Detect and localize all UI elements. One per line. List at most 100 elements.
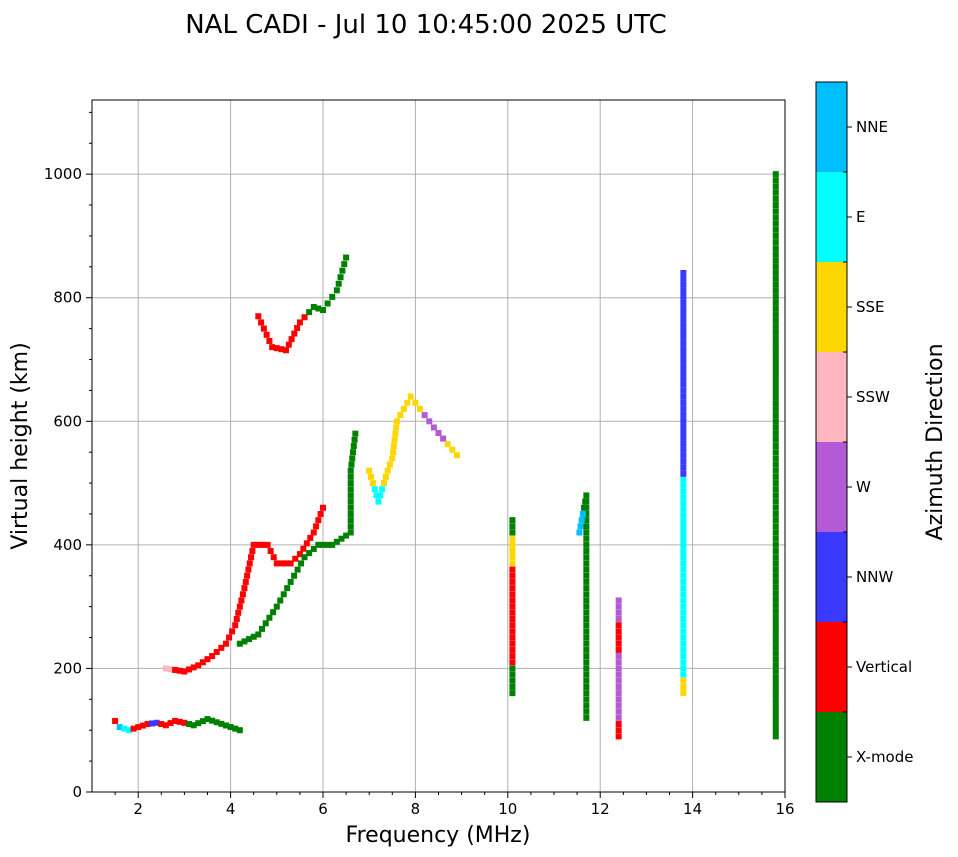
echo-point [772,535,779,542]
echo-point [509,659,516,666]
echo-point [343,254,350,261]
echo-point [421,412,428,419]
echo-point [153,719,160,726]
echo-point [680,500,687,507]
echo-point [772,541,779,548]
echo-point [680,609,687,616]
echo-point [680,351,687,358]
echo-point [204,716,211,723]
echo-point [680,628,687,635]
echo-point [278,346,285,353]
colorbar-segment [816,262,847,352]
echo-point [306,550,313,557]
echo-point [347,529,354,536]
echo-point [579,510,586,517]
echo-point [615,634,622,641]
echo-point [384,467,391,474]
echo-point [772,492,779,499]
echo-point [680,646,687,653]
echo-point [680,659,687,666]
echo-point [680,512,687,519]
echo-point [300,545,307,552]
echo-point [199,659,206,666]
echo-point [583,702,590,709]
echo-point [190,664,197,671]
echo-point [772,698,779,705]
echo-point [680,423,687,430]
echo-point [772,650,779,657]
echo-point [680,293,687,300]
echo-point [392,430,399,437]
echo-point [509,677,516,684]
echo-point [449,446,456,453]
echo-point [284,585,291,592]
y-axis-label: Virtual height (km) [8,342,33,549]
echo-point [509,578,516,585]
echo-point [772,510,779,517]
echo-point [320,307,326,314]
echo-point [291,572,298,579]
echo-point [772,226,779,233]
echo-point [509,690,516,697]
echo-point [270,609,277,616]
echo-point [583,665,590,672]
colorbar-tick-label: SSE [856,298,885,316]
echo-point [181,668,188,675]
echo-point [337,274,344,281]
echo-point [400,405,407,412]
echo-point [615,646,622,653]
echo-point [772,596,779,603]
echo-point [238,597,245,604]
echo-point [680,369,687,376]
echo-point [772,406,779,413]
echo-point [583,566,590,573]
echo-point [772,704,779,711]
echo-point [453,452,460,459]
echo-point [273,560,280,567]
echo-point [583,683,590,690]
echo-point [615,659,622,666]
echo-point [680,482,687,489]
echo-point [772,632,779,639]
echo-point [320,541,326,548]
echo-point [426,418,433,425]
echo-point [772,202,779,209]
echo-point [121,725,128,732]
echo-point [772,364,779,371]
echo-point [615,609,622,616]
echo-point [680,446,687,453]
echo-point [772,177,779,184]
echo-point [680,346,687,353]
echo-point [310,303,317,310]
y-tick-label: 0 [72,783,82,801]
echo-point [772,370,779,377]
chart-title: NAL CADI - Jul 10 10:45:00 2025 UTC [185,10,667,40]
echo-point [680,464,687,471]
echo-point [772,644,779,651]
echo-point [772,382,779,389]
echo-point [772,548,779,555]
echo-point [291,330,298,337]
echo-point [772,504,779,511]
echo-point [236,640,243,647]
echo-point [680,476,687,483]
echo-point [680,494,687,501]
echo-point [680,275,687,282]
echo-point [772,183,779,190]
echo-point [235,609,242,616]
echo-point [680,334,687,341]
echo-point [680,548,687,555]
colorbar-segment [816,352,847,442]
echo-point [380,480,387,487]
echo-point [135,724,142,731]
echo-point [772,602,779,609]
echo-point [772,560,779,567]
echo-point [245,566,252,573]
echo-point [583,708,590,715]
echo-point [255,631,262,638]
echo-point [680,440,687,447]
echo-point [772,214,779,221]
echo-point [379,486,386,493]
echo-point [509,646,516,653]
echo-point [260,325,267,332]
